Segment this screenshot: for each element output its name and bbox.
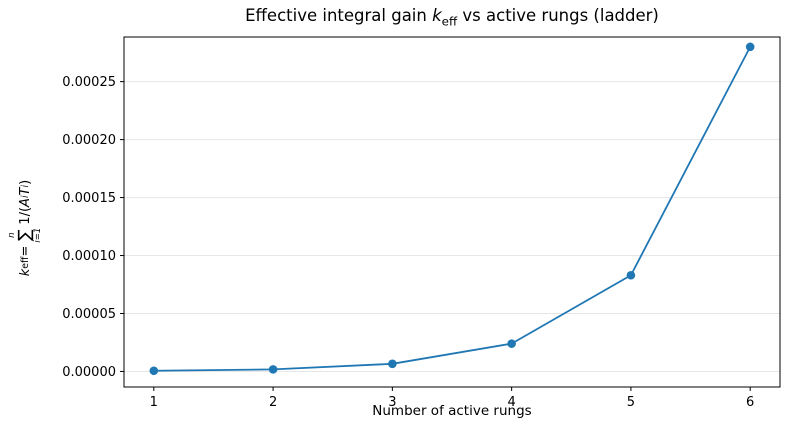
x-tick-label: 5 — [627, 395, 635, 410]
x-tick-label: 4 — [507, 395, 515, 410]
plot-area — [124, 37, 780, 387]
data-line — [152, 45, 752, 372]
data-point — [626, 270, 636, 280]
y-tick-label: 0.00005 — [62, 307, 116, 322]
chart-title-k-sub: eff — [441, 14, 458, 29]
y-tick-label: 0.00020 — [62, 133, 116, 148]
ylabel-T-var: T — [17, 187, 33, 196]
ylabel-T-sub: i — [19, 184, 31, 188]
data-point — [388, 359, 397, 369]
sum-lower-limit: i=1 — [32, 227, 43, 243]
y-tick-label: 0.00025 — [62, 75, 116, 90]
ylabel-A-var: A — [17, 198, 33, 207]
data-point — [507, 339, 516, 348]
y-tick-label: 0.00010 — [62, 249, 116, 264]
chart-title-prefix: Effective integral gain — [245, 6, 433, 25]
x-tick-label: 3 — [388, 395, 396, 410]
ylabel-equals: = — [17, 245, 33, 257]
sigma-symbol: n ∑ i=1 — [7, 227, 43, 243]
x-tick-label: 2 — [269, 395, 277, 410]
ylabel-k-sub: eff — [19, 256, 31, 269]
ylabel-numerator: 1/( — [17, 206, 33, 225]
x-axis-label: Number of active rungs — [372, 403, 532, 419]
x-tick-label: 1 — [150, 395, 158, 410]
plot-border — [123, 36, 781, 388]
ylabel-A-sub: i — [19, 195, 31, 199]
chart-title-k-var: k — [432, 6, 442, 25]
y-tick-label: 0.00000 — [62, 365, 116, 380]
ylabel-k-var: k — [17, 268, 33, 277]
ylabel-close-paren: ) — [17, 179, 33, 185]
sigma-glyph: ∑ — [14, 229, 35, 241]
data-point — [745, 42, 755, 52]
x-tick-label: 6 — [746, 395, 754, 410]
data-point — [268, 365, 278, 374]
chart-title-suffix: vs active rungs (ladder) — [457, 6, 659, 25]
chart-title: Effective integral gain keff vs active r… — [124, 6, 780, 28]
y-tick-label: 0.00015 — [62, 191, 116, 206]
data-point — [149, 366, 159, 376]
